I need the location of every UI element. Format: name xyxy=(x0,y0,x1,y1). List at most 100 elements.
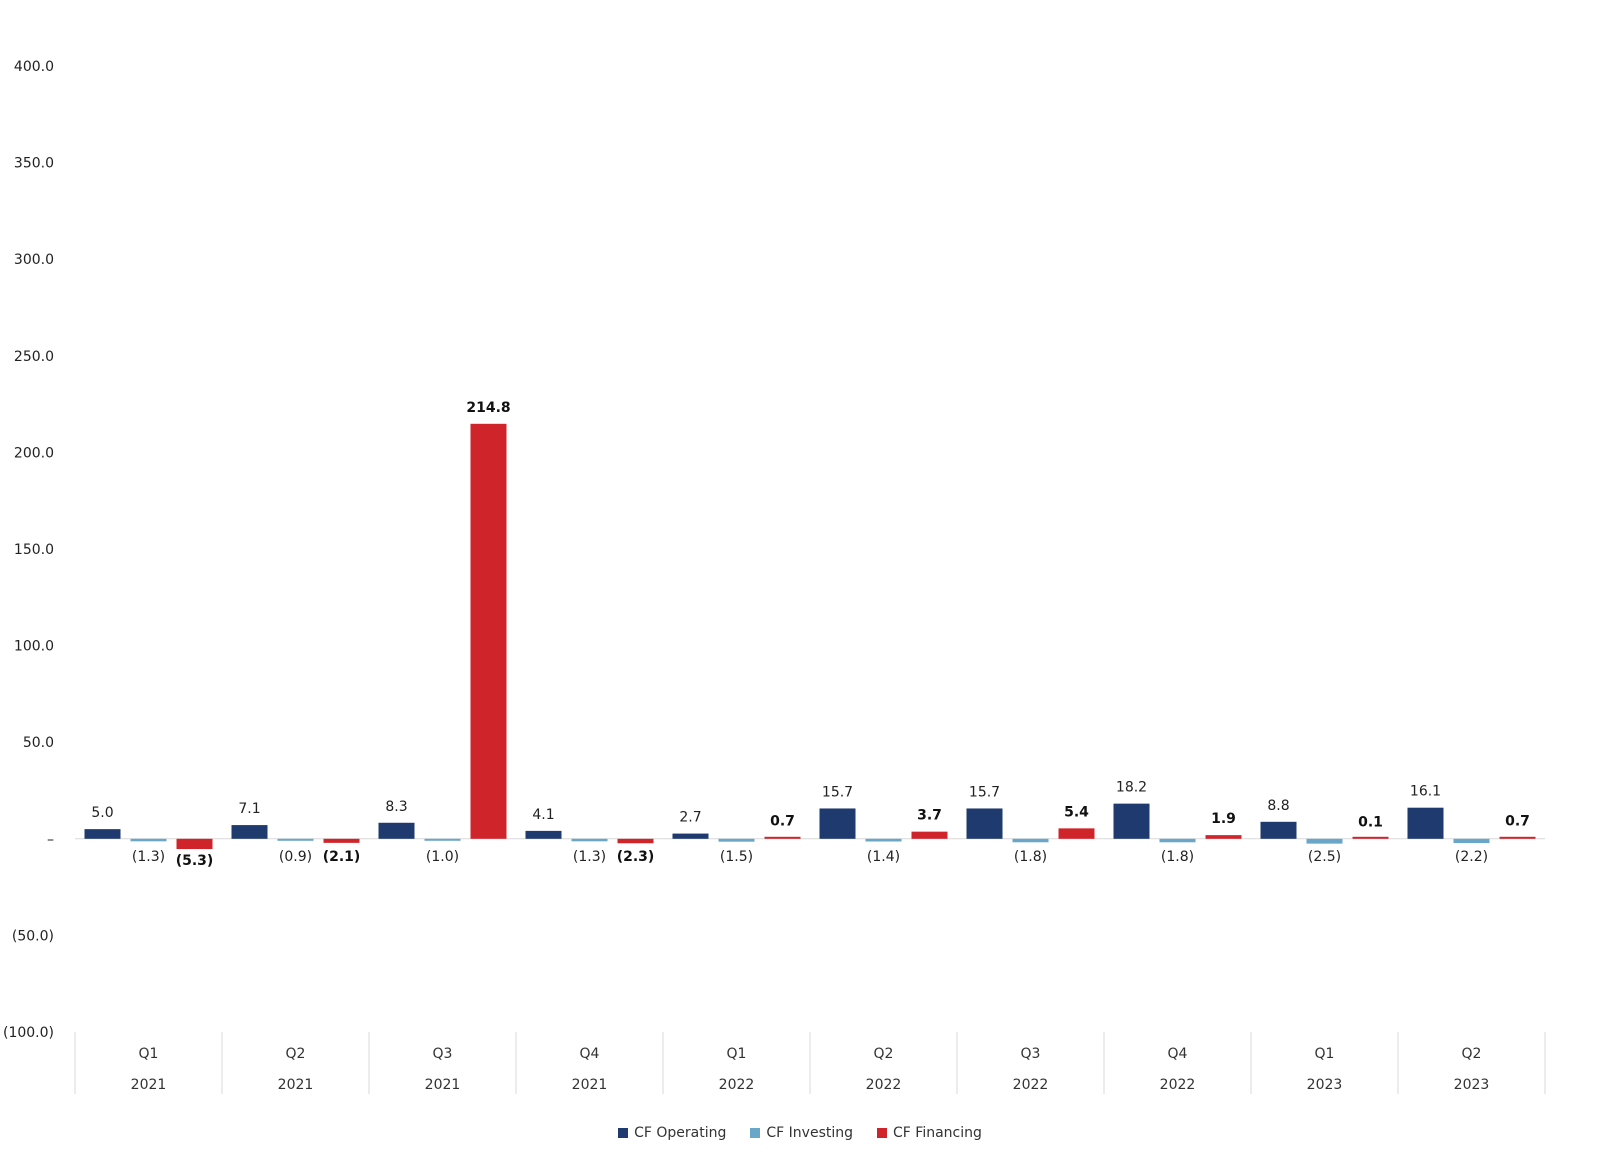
x-tick-label-quarter: Q1 xyxy=(139,1046,159,1062)
y-tick-label: (50.0) xyxy=(12,928,54,944)
legend-swatch xyxy=(877,1128,888,1138)
legend-label: CF Operating xyxy=(634,1125,727,1141)
legend-swatch xyxy=(750,1128,761,1138)
legend-item-cf-investing: CF Investing xyxy=(750,1125,853,1141)
bar-cf-operating xyxy=(819,808,856,839)
y-tick-label: 200.0 xyxy=(14,445,54,461)
y-tick-label: (100.0) xyxy=(3,1025,54,1041)
legend-label: CF Financing xyxy=(893,1125,982,1141)
bar-cf-investing xyxy=(718,838,755,842)
y-tick-label: 300.0 xyxy=(14,252,54,268)
x-tick-label-quarter: Q2 xyxy=(1462,1046,1482,1062)
legend: CF Operating CF Investing CF Financing xyxy=(0,1122,1600,1144)
x-tick-label-year: 2022 xyxy=(719,1077,755,1093)
x-tick-label-year: 2023 xyxy=(1307,1077,1343,1093)
bar-cf-operating xyxy=(672,833,709,839)
data-label: (1.3) xyxy=(573,849,606,865)
data-label: 8.8 xyxy=(1267,798,1289,814)
x-tick-label-quarter: Q4 xyxy=(1168,1046,1188,1062)
data-label: 0.7 xyxy=(770,813,795,829)
data-label: 0.1 xyxy=(1358,815,1383,831)
data-label: (2.1) xyxy=(323,849,361,865)
data-label: 3.7 xyxy=(917,808,942,824)
bar-cf-operating xyxy=(966,808,1003,839)
data-label: (1.8) xyxy=(1161,849,1194,865)
y-tick-label: 100.0 xyxy=(14,639,54,655)
data-label: 0.7 xyxy=(1505,813,1530,829)
bar-cf-financing xyxy=(1499,836,1536,839)
data-label: (2.5) xyxy=(1308,849,1341,865)
x-tick-label-quarter: Q1 xyxy=(1315,1046,1335,1062)
bar-cf-investing xyxy=(1012,838,1049,843)
data-label: 4.1 xyxy=(532,807,554,823)
data-label: (1.4) xyxy=(867,849,900,865)
bar-cf-operating xyxy=(1260,821,1297,839)
data-label: (1.8) xyxy=(1014,849,1047,865)
bar-cf-operating xyxy=(231,825,268,839)
x-tick-label-year: 2022 xyxy=(1013,1077,1049,1093)
y-axis: 400.0 350.0 300.0 250.0 200.0 150.0 100.0 50.0 –… xyxy=(3,59,1545,1041)
data-label: 2.7 xyxy=(679,810,701,826)
data-label: (0.9) xyxy=(279,849,312,865)
bar-cf-investing xyxy=(571,838,608,842)
bar-cf-investing xyxy=(1159,838,1196,843)
data-label: (1.5) xyxy=(720,849,753,865)
data-label: 15.7 xyxy=(822,784,853,800)
bar-cf-financing xyxy=(764,836,801,839)
y-tick-label: – xyxy=(47,832,54,848)
x-tick-label-quarter: Q4 xyxy=(580,1046,600,1062)
bar-cf-investing xyxy=(1453,838,1490,844)
bar-cf-investing xyxy=(1306,838,1343,844)
legend-item-cf-financing: CF Financing xyxy=(877,1125,982,1141)
x-tick-label-quarter: Q3 xyxy=(1021,1046,1041,1062)
legend-swatch xyxy=(618,1128,629,1138)
x-tick-label-year: 2022 xyxy=(1160,1077,1196,1093)
x-tick-label-quarter: Q2 xyxy=(286,1046,306,1062)
data-label: 7.1 xyxy=(238,801,260,817)
y-tick-label: 250.0 xyxy=(14,349,54,365)
data-label: (2.2) xyxy=(1455,849,1488,865)
data-label: 8.3 xyxy=(385,799,407,815)
data-label: (1.3) xyxy=(132,849,165,865)
x-tick-label-quarter: Q2 xyxy=(874,1046,894,1062)
y-tick-label: 400.0 xyxy=(14,59,54,75)
bar-cf-financing xyxy=(323,838,360,843)
x-tick-label-year: 2021 xyxy=(425,1077,461,1093)
y-tick-label: 150.0 xyxy=(14,542,54,558)
bar-cf-operating xyxy=(1407,807,1444,839)
bar-cf-investing xyxy=(424,838,461,841)
y-tick-label: 350.0 xyxy=(14,156,54,172)
x-tick-label-year: 2022 xyxy=(866,1077,902,1093)
data-labels: 5.0 7.1 8.3 4.1 2.7 15.7 15.7 18.2 8.8 16.1 (1.3) (… xyxy=(91,400,1530,869)
data-label: (2.3) xyxy=(617,849,655,865)
bar-cf-financing xyxy=(176,838,213,850)
x-tick-label-quarter: Q3 xyxy=(433,1046,453,1062)
legend-label: CF Investing xyxy=(766,1125,854,1141)
bar-cf-financing xyxy=(470,423,507,839)
bar-cf-financing xyxy=(1058,828,1095,839)
bar-cf-operating xyxy=(84,829,121,839)
data-label: 1.9 xyxy=(1211,811,1236,827)
x-tick-label-year: 2021 xyxy=(278,1077,314,1093)
data-label: 5.0 xyxy=(91,805,113,821)
data-label: 16.1 xyxy=(1410,784,1441,800)
bar-cf-investing xyxy=(277,838,314,841)
x-tick-label-quarter: Q1 xyxy=(727,1046,747,1062)
bar-cf-operating xyxy=(525,830,562,839)
data-label: (1.0) xyxy=(426,849,459,865)
x-tick-label-year: 2023 xyxy=(1454,1077,1490,1093)
data-label: 18.2 xyxy=(1116,780,1147,796)
data-label: 15.7 xyxy=(969,784,1000,800)
bar-cf-financing xyxy=(1352,836,1389,839)
bar-cf-financing xyxy=(617,838,654,844)
data-label: 214.8 xyxy=(466,400,510,416)
bar-cf-operating xyxy=(1113,803,1150,839)
bar-cf-financing xyxy=(1205,835,1242,839)
bar-cf-investing xyxy=(130,838,167,842)
x-axis: Q1 2021 Q2 2021 Q3 2021 Q4 2021 Q1 2022 Q2 2022 Q3 20… xyxy=(74,1032,1546,1094)
bar-cf-financing xyxy=(911,831,948,839)
bar-cf-investing xyxy=(865,838,902,842)
bar-cf-operating xyxy=(378,822,415,839)
x-tick-label-year: 2021 xyxy=(131,1077,167,1093)
